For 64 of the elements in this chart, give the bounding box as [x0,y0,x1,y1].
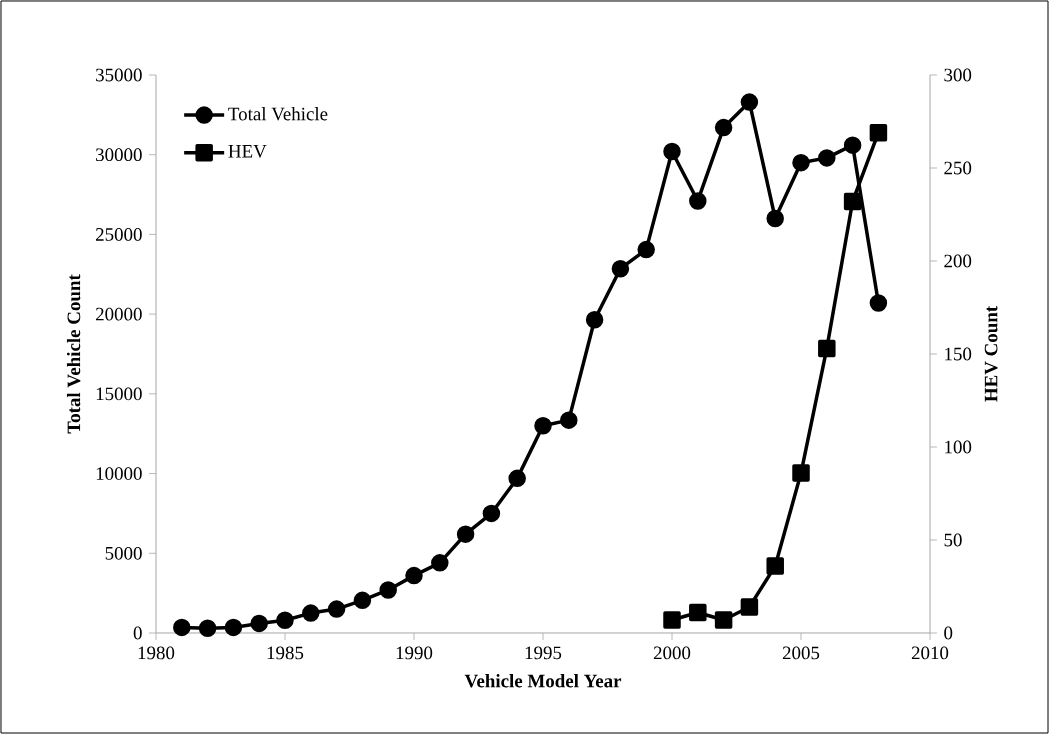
point [714,118,733,137]
point [508,469,526,488]
y-tick-label: 25000 [96,228,142,241]
point [431,554,449,572]
y2-axis-title: HEV Count [984,305,998,402]
y-axis-title: Total Vehicle Count [66,274,81,434]
point [198,619,217,637]
point [250,614,268,633]
y-tick-label: 20000 [96,307,142,321]
point [224,618,243,637]
point [405,566,423,585]
x-tick-label: 1995 [525,646,562,660]
y2-tick-label: 50 [944,533,962,547]
x-tick-label: 2000 [653,646,691,660]
x-tick-label: 1985 [267,646,304,660]
y2-tick-label: 300 [944,68,972,82]
point [173,618,191,637]
y-tick-label: 35000 [96,68,142,82]
x-tick-label: 2010 [911,646,949,660]
point [379,581,397,599]
point [534,416,552,435]
point [456,525,475,543]
point [869,123,888,142]
point [843,136,862,154]
y-tick-label: 30000 [96,148,142,162]
point [869,294,888,312]
y2-tick-label: 250 [944,161,972,175]
point [766,209,784,228]
y2-tick-label: 200 [944,254,972,268]
point [792,464,810,482]
point [637,240,655,259]
point [663,611,681,629]
point [766,557,784,575]
point [792,153,810,172]
x-tick-label: 1990 [396,646,433,660]
point [276,611,294,629]
y-tick-label: 10000 [96,467,142,480]
point [327,600,346,618]
point [689,603,707,622]
point [663,142,681,161]
y-tick-label: 5000 [105,546,142,560]
x-tick-label: 2005 [782,646,820,660]
x-tick-label: 1980 [138,646,175,660]
point [689,192,707,210]
point [818,339,836,358]
y2-tick-label: 150 [945,347,972,361]
point [714,611,733,629]
point [482,504,501,523]
point [585,310,604,329]
point [740,93,759,111]
point [843,192,862,211]
y2-tick-label: 0 [944,626,953,640]
x-axis-title: Vehicle Model Year [464,674,622,688]
point [302,604,320,622]
y-tick-label: 15000 [96,387,142,401]
y2-tick-label: 100 [945,440,972,454]
point [818,149,836,167]
point [611,259,630,278]
point [353,591,372,610]
legend-label: HEV [228,145,267,158]
point [740,598,759,616]
legend-label: Total Vehicle [228,107,328,121]
point [560,411,578,429]
y-tick-label: 0 [133,626,142,640]
